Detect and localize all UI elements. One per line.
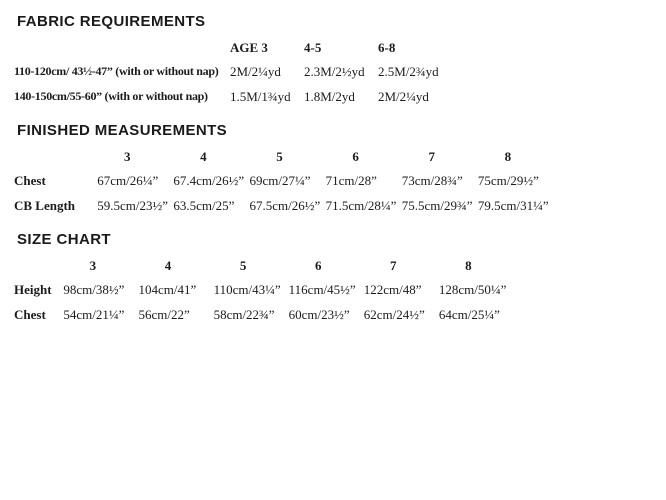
cell-value: 64cm/25¼” [438,306,500,322]
cell-value: 128cm/50¼” [438,281,507,297]
cell-value: 79.5cm/31¼” [477,197,549,213]
column-header-6-8: 6-8 [378,39,396,55]
fabric-requirements-title: FABRIC REQUIREMENTS [17,13,206,30]
size-chart-title: SIZE CHART [17,231,111,248]
table-row: 110-120cm/ 43½-47” (with or without nap)… [14,59,474,84]
column-header-age3: AGE 3 [230,39,268,55]
column-header-size-5: 5 [276,148,283,164]
table-row: CB Length 59.5cm/23½” 63.5cm/25” 67.5cm/… [14,193,554,218]
cell-value: 110cm/43¼” [213,281,281,297]
cell-value: 75.5cm/29¾” [401,197,473,213]
cell-value: 2.3M/2½yd [304,63,365,79]
table-header-row: 3 4 5 6 7 8 [14,145,554,168]
cell-value: 58cm/22¾” [213,306,275,322]
cell-value: 104cm/41” [138,281,197,297]
cell-value: 71.5cm/28¼” [325,197,397,213]
cell-value: 67cm/26¼” [97,172,159,188]
column-header-size-4: 4 [164,257,172,273]
cell-value: 63.5cm/25” [173,197,235,213]
row-label-chest: Chest [14,306,46,322]
table-header-row: 3 4 5 6 7 8 [14,254,514,277]
fabric-requirements-table: AGE 3 4-5 6-8 110-120cm/ 43½-47” (with o… [14,36,474,109]
empty-header-cell [14,254,63,277]
cell-value: 67.5cm/26½” [249,197,321,213]
pattern-document-page: FABRIC REQUIREMENTS AGE 3 4-5 6-8 110-12… [14,13,666,327]
cell-value: 1.5M/1¾yd [230,88,291,104]
cell-value: 2M/2¼yd [378,88,429,104]
fabric-requirements-section: FABRIC REQUIREMENTS AGE 3 4-5 6-8 110-12… [14,13,666,109]
cell-value: 1.8M/2yd [304,88,355,104]
column-header-size-4: 4 [200,148,207,164]
column-header-4-5: 4-5 [304,39,322,55]
column-header-size-7: 7 [390,257,397,273]
column-header-size-3: 3 [89,257,97,273]
column-header-size-8: 8 [504,148,512,164]
cell-value: 98cm/38½” [63,281,125,297]
table-row: Chest 54cm/21¼” 56cm/22” 58cm/22¾” 60cm/… [14,302,514,327]
cell-value: 56cm/22” [138,306,190,322]
cell-value: 73cm/28¾” [401,172,463,188]
cell-value: 59.5cm/23½” [97,197,168,213]
row-label: 110-120cm/ 43½-47” (with or without nap) [14,64,219,78]
cell-value: 71cm/28” [325,172,377,188]
column-header-size-7: 7 [428,148,436,164]
empty-header-cell [14,145,97,168]
column-header-size-6: 6 [352,148,359,164]
finished-measurements-table: 3 4 5 6 7 8 Chest 67cm/26¼” 67.4cm/26½” … [14,145,554,218]
cell-value: 60cm/23½” [288,306,350,322]
cell-value: 67.4cm/26½” [173,172,245,188]
column-header-size-8: 8 [465,257,472,273]
size-chart-table: 3 4 5 6 7 8 Height 98cm/38½” 104cm/41” 1… [14,254,514,327]
finished-measurements-title: FINISHED MEASUREMENTS [17,122,228,139]
cell-value: 116cm/45½” [288,281,356,297]
cell-value: 54cm/21¼” [63,306,125,322]
cell-value: 69cm/27¼” [249,172,311,188]
table-row: 140-150cm/55-60” (with or without nap) 1… [14,84,474,109]
row-label-height: Height [14,281,52,297]
row-label: 140-150cm/55-60” (with or without nap) [14,89,208,103]
column-header-size-5: 5 [239,257,247,273]
cell-value: 2M/2¼yd [230,63,281,79]
table-row: Height 98cm/38½” 104cm/41” 110cm/43¼” 11… [14,277,514,302]
cell-value: 2.5M/2¾yd [378,63,439,79]
size-chart-section: SIZE CHART 3 4 5 6 7 8 Height 98cm/38½” … [14,231,666,327]
cell-value: 75cm/29½” [477,172,539,188]
column-header-size-3: 3 [124,148,131,164]
cell-value: 122cm/48” [363,281,422,297]
column-header-size-6: 6 [314,257,322,273]
row-label-chest: Chest [14,172,46,188]
table-header-row: AGE 3 4-5 6-8 [14,36,474,59]
row-label-cb-length: CB Length [14,197,76,213]
finished-measurements-section: FINISHED MEASUREMENTS 3 4 5 6 7 8 Chest … [14,122,666,218]
empty-header-cell [14,36,230,59]
table-row: Chest 67cm/26¼” 67.4cm/26½” 69cm/27¼” 71… [14,168,554,193]
cell-value: 62cm/24½” [363,306,425,322]
